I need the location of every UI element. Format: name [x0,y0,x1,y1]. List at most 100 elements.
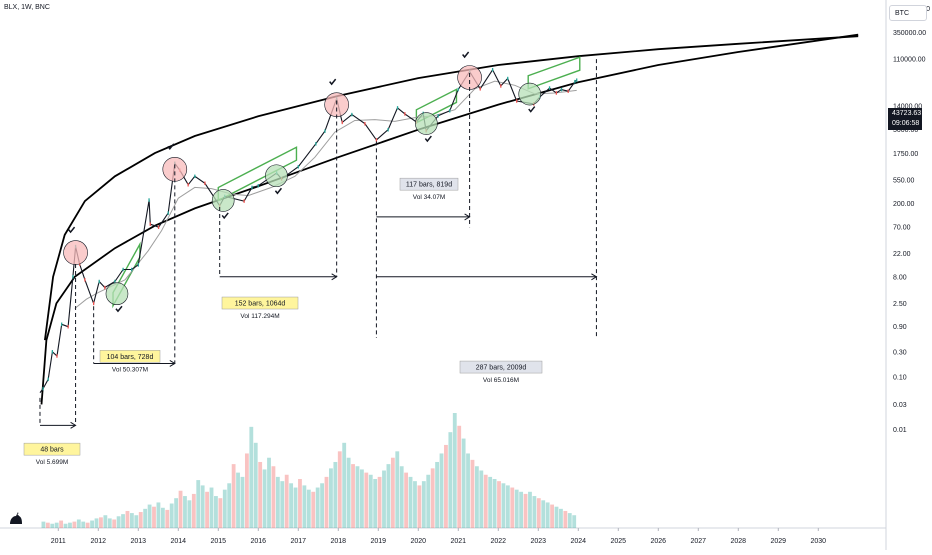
volume-bar [563,510,568,528]
volume-bar [386,464,391,528]
volume-bar [359,469,364,528]
volume-bar [492,479,497,528]
x-tick-label: 2028 [731,538,747,545]
volume-bar [333,461,338,528]
volume-bar [501,483,506,528]
volume-bar [567,513,572,528]
volume-bar [559,508,563,528]
arrow-head-icon [464,213,471,221]
volume-bar [267,457,271,528]
y-tick-label: 0.10 [893,374,907,381]
volume-bar [271,466,276,528]
symbol-title: BLX, 1W, BNC [4,4,50,11]
volume-bar [528,491,532,528]
volume-bar [244,453,249,528]
volume-bar [461,438,466,528]
volume-bar [214,496,218,528]
green-channel [415,88,458,124]
x-tick-label: 2022 [491,538,507,545]
range-volume-label: Vol 50.307M [112,366,148,373]
last-price: 43723.63 [892,110,922,117]
range-label-box [23,442,81,456]
check-mark-icon [528,106,536,113]
volume-bar [346,457,351,528]
volume-bar [63,523,68,528]
x-tick-label: 2018 [331,538,347,545]
cycle-bottom-circle [105,282,129,306]
volume-bar [280,481,285,528]
cycle-bottom-circle [415,112,438,135]
range-label: 152 bars, 1064d [235,301,286,308]
volume-bar [479,470,484,528]
range-label: 287 bars, 2009d [476,365,527,372]
volume-bar [390,457,395,528]
y-tick-label: 2.50 [893,301,907,308]
volume-bar [218,498,223,528]
volume-bar [399,466,404,528]
volume-bar [112,519,117,528]
y-tick-label: 550.00 [893,178,915,185]
volume-bar [306,489,311,528]
range-label-box [459,360,543,374]
range-volume-label: Vol 34.07M [413,194,446,201]
volume-bar [510,487,515,528]
volume-bar [324,476,329,528]
volume-bar [444,444,448,528]
volume-bar [302,485,307,528]
x-tick-label: 2014 [171,538,187,545]
volume-bar [103,515,108,528]
cycle-bottom-circle [211,189,235,212]
volume-bar [147,504,152,528]
y-tick-label: 0.03 [893,402,907,409]
volume-bar [430,468,435,528]
last-price-tag: 43723.63 09:06:58 [888,108,922,130]
x-tick-label: 2011 [51,538,66,545]
volume-bar [94,518,99,528]
bar-countdown: 09:06:58 [892,120,920,127]
volume-bar [45,522,50,528]
range-label-box [399,177,459,191]
volume-bar [505,485,510,528]
volume-bar [81,521,86,528]
x-tick-label: 2023 [531,538,547,545]
moving-average-line [74,80,577,309]
y-tick-label: 5000.00 [893,127,918,134]
check-mark-icon [274,187,283,195]
tradingview-logo-icon[interactable] [6,508,26,528]
volume-bar [249,426,254,528]
volume-bar [205,491,209,528]
green-channel [527,56,581,90]
y-tick-label: 110000.00 [893,57,926,64]
cycle-top-circle [457,65,482,90]
x-tick-label: 2016 [251,538,267,545]
y-tick-label: 1750.00 [893,151,918,158]
volume-bar [452,413,457,528]
currency-button[interactable]: BTC [889,5,927,21]
volume-bar [364,472,369,528]
x-tick-label: 2015 [211,538,227,545]
volume-bar [554,506,559,528]
volume-bar [59,520,64,528]
y-tick-label: 8.00 [893,274,907,281]
volume-bar [289,483,294,528]
y-tick-label: 22.00 [893,251,911,258]
volume-bar [536,498,541,528]
volume-bar [160,507,165,528]
y-tick-label: 0.30 [893,349,907,356]
volume-bar [470,459,475,528]
check-mark-icon [115,305,123,313]
volume-bar [41,521,46,528]
volume-bar [76,519,81,528]
arrow-head-icon [70,421,77,429]
volume-bar [138,512,143,528]
volume-bar [413,481,417,528]
arrow-head-icon [331,273,338,281]
y-tick-label: 0.90 [893,324,907,331]
range-label: 117 bars, 819d [406,182,452,189]
volume-bar [311,491,316,528]
volume-bar [404,472,409,528]
volume-bar [417,485,422,528]
x-tick-label: 2017 [291,538,307,545]
